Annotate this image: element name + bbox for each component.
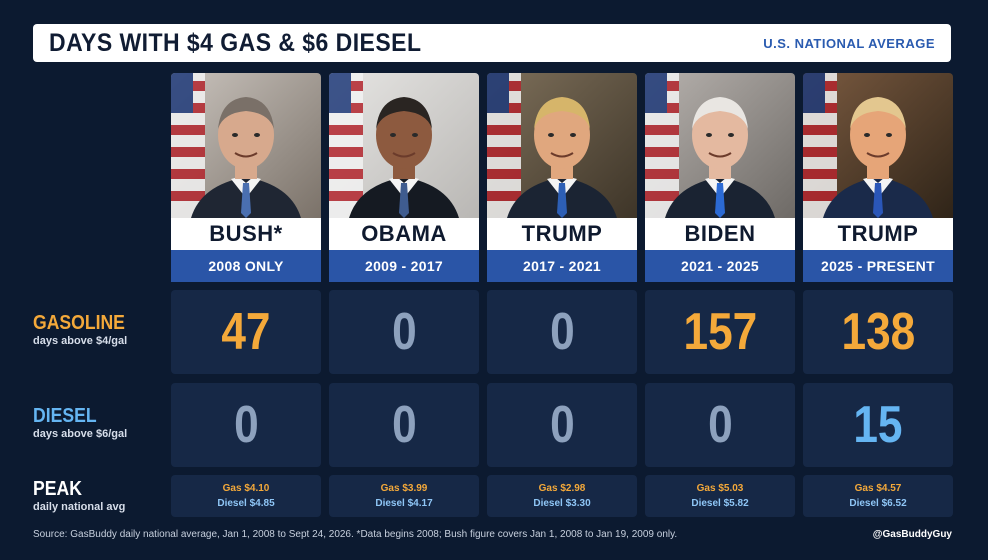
diesel-days-value: 0	[707, 396, 733, 454]
peak-gas-price: Gas $5.03	[696, 483, 744, 494]
peak-gas-price: Gas $4.10	[222, 483, 270, 494]
gasoline-days-cell: 138	[803, 290, 953, 374]
president-column: TRUMP 2017 - 2021	[487, 73, 637, 282]
term-years: 2021 - 2025	[645, 250, 795, 282]
president-portrait	[487, 73, 637, 218]
gasoline-days-cell: 0	[487, 290, 637, 374]
president-name: TRUMP	[487, 218, 637, 250]
peak-prices-cell: Gas $4.10 Diesel $4.85	[171, 475, 321, 517]
president-column: TRUMP 2025 - PRESENT	[803, 73, 953, 282]
gasoline-days-value: 0	[549, 303, 575, 361]
diesel-days-cell: 0	[645, 383, 795, 467]
term-years: 2017 - 2021	[487, 250, 637, 282]
diesel-days-cell: 0	[171, 383, 321, 467]
page-title: DAYS WITH $4 GAS & $6 DIESEL	[49, 28, 422, 57]
peak-diesel-price: Diesel $4.17	[375, 498, 433, 509]
source-note: Source: GasBuddy daily national average,…	[33, 529, 678, 540]
gasoline-days-value: 0	[391, 303, 417, 361]
term-years: 2009 - 2017	[329, 250, 479, 282]
title-bar: DAYS WITH $4 GAS & $6 DIESEL U.S. NATION…	[33, 24, 951, 62]
gasoline-days-cell: 47	[171, 290, 321, 374]
peak-gas-price: Gas $2.98	[538, 483, 586, 494]
diesel-days-value: 0	[549, 396, 575, 454]
president-portrait	[803, 73, 953, 218]
diesel-days-value: 15	[853, 396, 903, 454]
author-handle: @GasBuddyGuy	[872, 529, 952, 540]
diesel-sublabel: days above $6/gal	[33, 428, 128, 440]
gasoline-days-value: 157	[683, 303, 757, 361]
term-years: 2025 - PRESENT	[803, 250, 953, 282]
diesel-days-cell: 0	[329, 383, 479, 467]
gasoline-days-cell: 157	[645, 290, 795, 374]
peak-prices-cell: Gas $3.99 Diesel $4.17	[329, 475, 479, 517]
peak-diesel-price: Diesel $4.85	[217, 498, 275, 509]
term-years: 2008 ONLY	[171, 250, 321, 282]
president-column: OBAMA 2009 - 2017	[329, 73, 479, 282]
president-portrait	[329, 73, 479, 218]
diesel-days-value: 0	[391, 396, 417, 454]
diesel-days-value: 0	[233, 396, 259, 454]
peak-diesel-price: Diesel $5.82	[691, 498, 749, 509]
peak-sublabel: daily national avg	[33, 501, 126, 513]
diesel-label: DIESEL	[33, 405, 97, 427]
peak-prices-cell: Gas $2.98 Diesel $3.30	[487, 475, 637, 517]
president-name: BUSH*	[171, 218, 321, 250]
gasoline-sublabel: days above $4/gal	[33, 335, 128, 347]
president-name: OBAMA	[329, 218, 479, 250]
peak-prices-cell: Gas $4.57 Diesel $6.52	[803, 475, 953, 517]
president-portrait	[645, 73, 795, 218]
gasoline-days-value: 47	[221, 303, 271, 361]
gasoline-row-label: GASOLINE days above $4/gal	[33, 312, 137, 348]
diesel-days-cell: 15	[803, 383, 953, 467]
president-name: TRUMP	[803, 218, 953, 250]
gasoline-label: GASOLINE	[33, 312, 125, 334]
gasoline-days-cell: 0	[329, 290, 479, 374]
peak-diesel-price: Diesel $6.52	[849, 498, 907, 509]
diesel-row-label: DIESEL days above $6/gal	[33, 405, 127, 441]
diesel-days-cell: 0	[487, 383, 637, 467]
peak-row-label: PEAK daily national avg	[33, 478, 125, 514]
page-subtitle: U.S. NATIONAL AVERAGE	[763, 35, 935, 51]
president-name: BIDEN	[645, 218, 795, 250]
peak-diesel-price: Diesel $3.30	[533, 498, 591, 509]
president-column: BIDEN 2021 - 2025	[645, 73, 795, 282]
peak-label: PEAK	[33, 478, 82, 500]
peak-gas-price: Gas $3.99	[380, 483, 428, 494]
peak-prices-cell: Gas $5.03 Diesel $5.82	[645, 475, 795, 517]
peak-gas-price: Gas $4.57	[854, 483, 902, 494]
gasoline-days-value: 138	[841, 303, 915, 361]
president-column: BUSH* 2008 ONLY	[171, 73, 321, 282]
president-portrait	[171, 73, 321, 218]
